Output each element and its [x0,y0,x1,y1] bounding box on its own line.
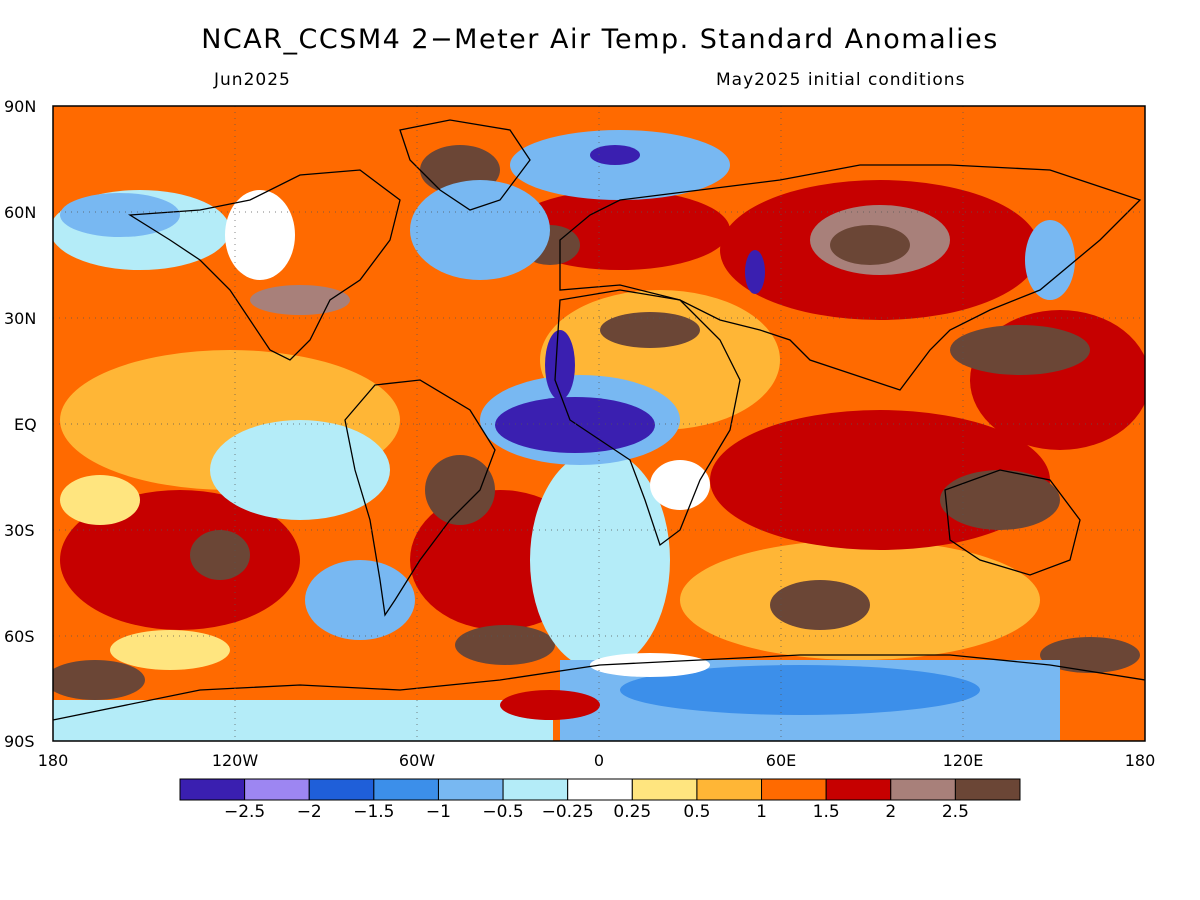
colorbar-swatch [890,778,956,801]
lon-label: 180 [1125,751,1156,770]
anomaly-patch [950,325,1090,375]
anomaly-patch [60,475,140,525]
lat-label: EQ [14,415,37,434]
lon-label: 120W [212,751,259,770]
lon-label: 60W [399,751,435,770]
colorbar-swatch [502,778,569,801]
colorbar-tick-label: 0.5 [683,802,710,822]
anomaly-patch [500,690,600,720]
anomaly-patch [305,560,415,640]
anomaly-patch [53,700,553,741]
colorbar-tick-label: −0.5 [482,802,523,822]
colorbar-tick-label: 2.5 [942,802,969,822]
lat-label: 90N [4,97,36,116]
colorbar-swatch [696,778,763,801]
anomaly-patch [410,180,550,280]
colorbar-swatch [954,778,1021,801]
longitude-axis: 180 120W 60W 0 60E 120E 180 [38,751,1156,770]
anomaly-patch [745,250,765,294]
antarctica-coast [52,654,1146,721]
colorbar-tick-label: −1.5 [353,802,394,822]
colorbar-swatch [761,778,827,801]
eurasia-coast [559,164,1142,391]
anomaly-patch [190,530,250,580]
australia-coast [944,469,1081,576]
colorbar-tick-label: −1 [426,802,451,822]
anomaly-patch [495,397,655,453]
anomaly-patch [425,455,495,525]
anomaly-patch [60,193,180,237]
lat-label: 30N [4,309,36,328]
lat-label: 60N [4,203,36,222]
lat-label: 90S [4,732,35,751]
anomaly-patch [53,660,145,700]
lon-label: 180 [38,751,69,770]
north-america-coast [127,169,401,361]
anomaly-patch [1040,637,1140,673]
anomaly-patch [830,225,910,265]
lat-label: 60S [4,627,35,646]
colorbar-labels: −2.5 −2 −1.5 −1 −0.5 −0.25 0.25 0.5 1 1.5 2 2.5 [224,802,969,822]
map-frame [52,105,1146,742]
colorbar-swatch [567,778,633,801]
colorbar-swatch [373,778,439,801]
anomaly-patch [940,470,1060,530]
colorbar-tick-label: 1.5 [813,802,840,822]
anomaly-patch [510,130,730,200]
anomaly-patch [770,580,870,630]
anomaly-patch [650,460,710,510]
anomaly-patch [110,630,230,670]
colorbar-swatch [825,778,892,801]
lon-label: 60E [766,751,796,770]
initial-conditions-label: May2025 initial conditions [716,70,966,90]
anomaly-patch [530,450,670,670]
colorbar [179,778,1021,801]
anomaly-field [53,106,1145,741]
colorbar-tick-label: 2 [885,802,896,822]
anomaly-patch [60,490,300,630]
colorbar-tick-label: 1 [756,802,767,822]
colorbar-swatch [244,778,310,801]
anomaly-patch [590,145,640,165]
colorbar-swatch [308,778,375,801]
anomaly-patch [210,420,390,520]
anomaly-patch [225,190,295,280]
anomaly-patch [545,330,575,400]
valid-month-label: Jun2025 [214,70,291,90]
south-america-coast [344,379,496,617]
anomaly-patch [600,312,700,348]
colorbar-tick-label: 0.25 [613,802,651,822]
anomaly-patch [590,653,710,677]
anomaly-patch [620,665,980,715]
lat-label: 30S [4,521,35,540]
colorbar-swatch [179,778,246,801]
anomaly-patch [1025,220,1075,300]
graticule [53,106,1145,741]
africa-coast [554,289,741,547]
anomaly-patch [455,625,555,665]
greenland-coast [399,119,531,211]
colorbar-tick-label: −0.25 [542,802,594,822]
map-title: NCAR_CCSM4 2−Meter Air Temp. Standard An… [201,24,999,55]
colorbar-tick-label: −2.5 [224,802,265,822]
colorbar-swatch [437,778,504,801]
anomaly-patch [250,285,350,315]
lon-label: 0 [594,751,604,770]
latitude-axis: 90N 60N 30N EQ 30S 60S 90S [4,97,37,751]
colorbar-tick-label: −2 [297,802,322,822]
coastlines [52,119,1146,721]
lon-label: 120E [943,751,984,770]
colorbar-swatch [631,778,698,801]
